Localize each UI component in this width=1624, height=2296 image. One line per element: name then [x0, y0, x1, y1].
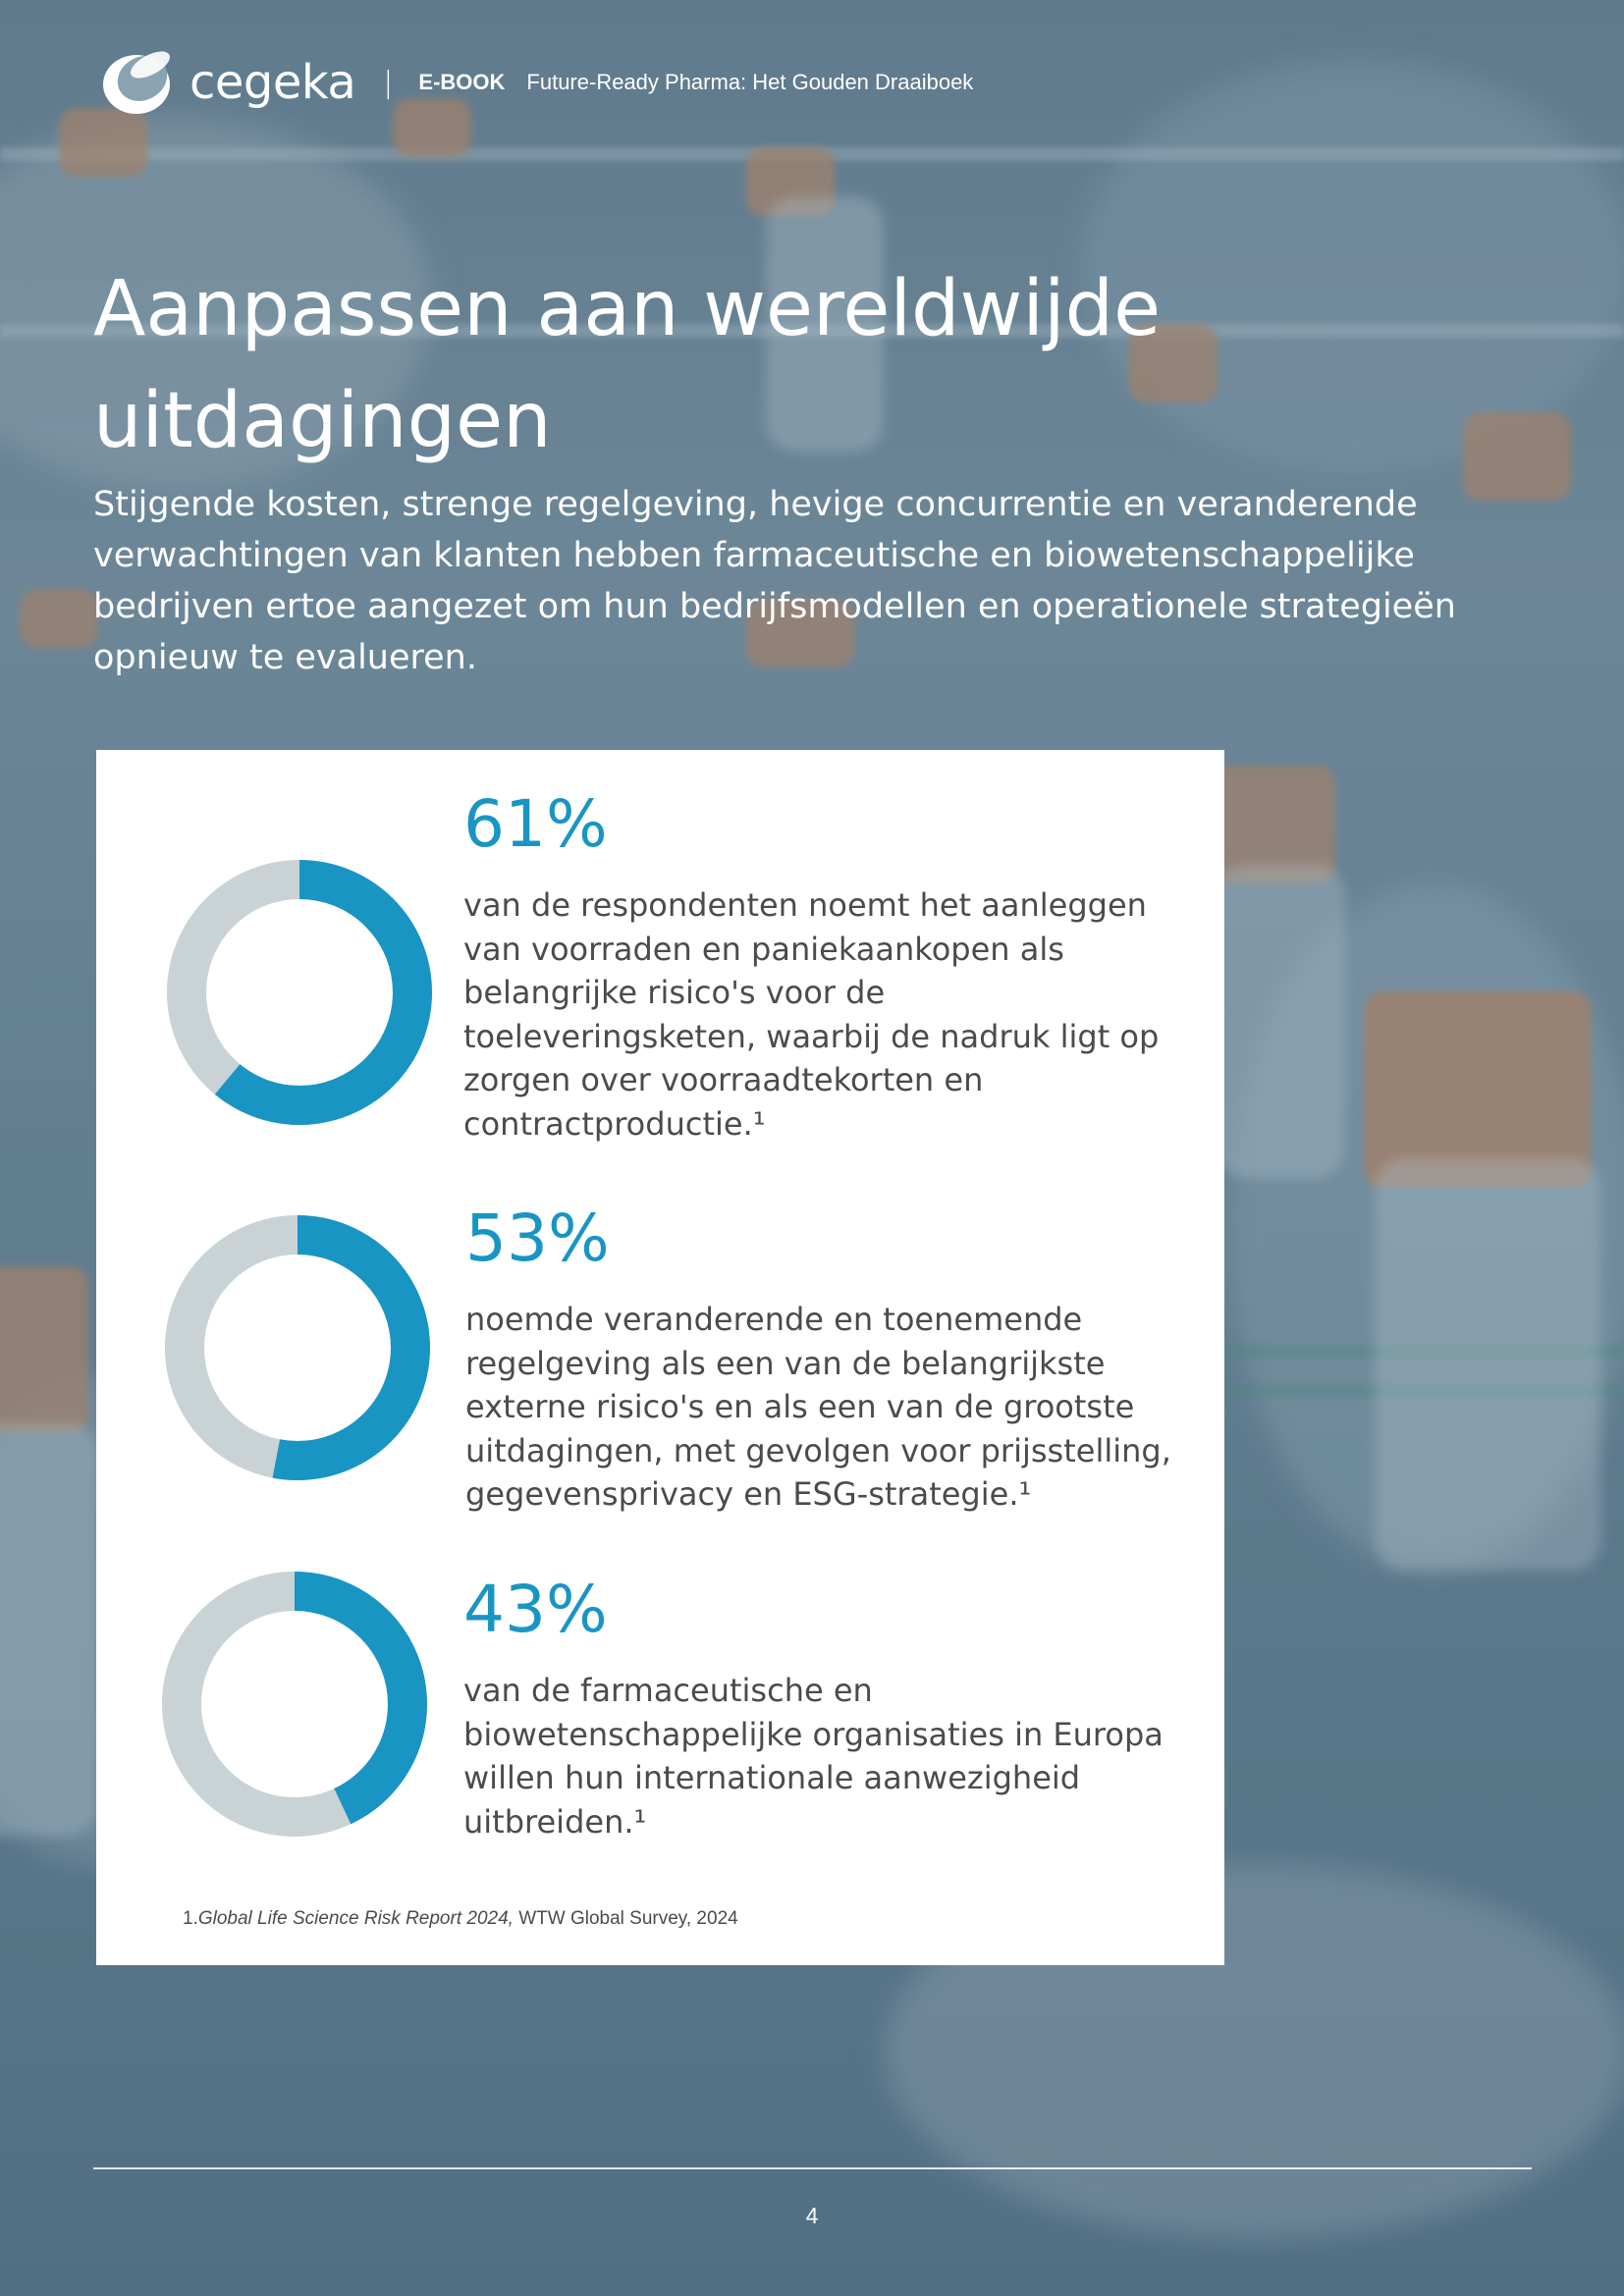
donut-value-arc [162, 1572, 427, 1837]
intro-paragraph: Stijgende kosten, strenge regelgeving, h… [93, 485, 1456, 677]
donut-value-arc [167, 860, 432, 1125]
footnote: 1.Global Life Science Risk Report 2024, … [183, 1908, 738, 1930]
document-title: Future-Ready Pharma: Het Gouden Draaiboe… [526, 70, 974, 94]
stat-text-1: van de respondenten noemt het aanleggen … [463, 886, 1160, 1143]
page-headline: Aanpassen aan wereldwijde uitdagingen [93, 265, 1162, 465]
brand-name: cegeka [189, 55, 356, 110]
donut-chart-1 [167, 860, 432, 1125]
stat-value-2: 53% [465, 1201, 610, 1276]
page-number: 4 [805, 2203, 819, 2228]
donut-value-arc [165, 1215, 430, 1480]
footnote-marker: 1. [183, 1908, 198, 1929]
donut-chart-2 [165, 1215, 430, 1480]
donut-chart-3 [162, 1572, 427, 1837]
footer-divider [93, 2167, 1532, 2169]
stat-text-3: van de farmaceutische en biowetenschappe… [463, 1672, 1164, 1841]
stat-value-3: 43% [463, 1572, 608, 1647]
statistics-card: 61% van de respondenten noemt het aanleg… [96, 750, 1224, 1965]
ebook-label: E-BOOK [418, 70, 506, 94]
header-separator: | [383, 65, 394, 100]
footnote-source-title: Global Life Science Risk Report 2024, [197, 1908, 514, 1929]
page-header: cegeka | E-BOOK Future-Ready Pharma: Het… [93, 43, 973, 122]
footnote-source-rest: WTW Global Survey, 2024 [513, 1908, 738, 1929]
cegeka-logo-icon [103, 51, 170, 114]
stat-value-1: 61% [463, 786, 608, 862]
stat-text-2: noemde veranderende en toenemende regelg… [465, 1301, 1171, 1513]
